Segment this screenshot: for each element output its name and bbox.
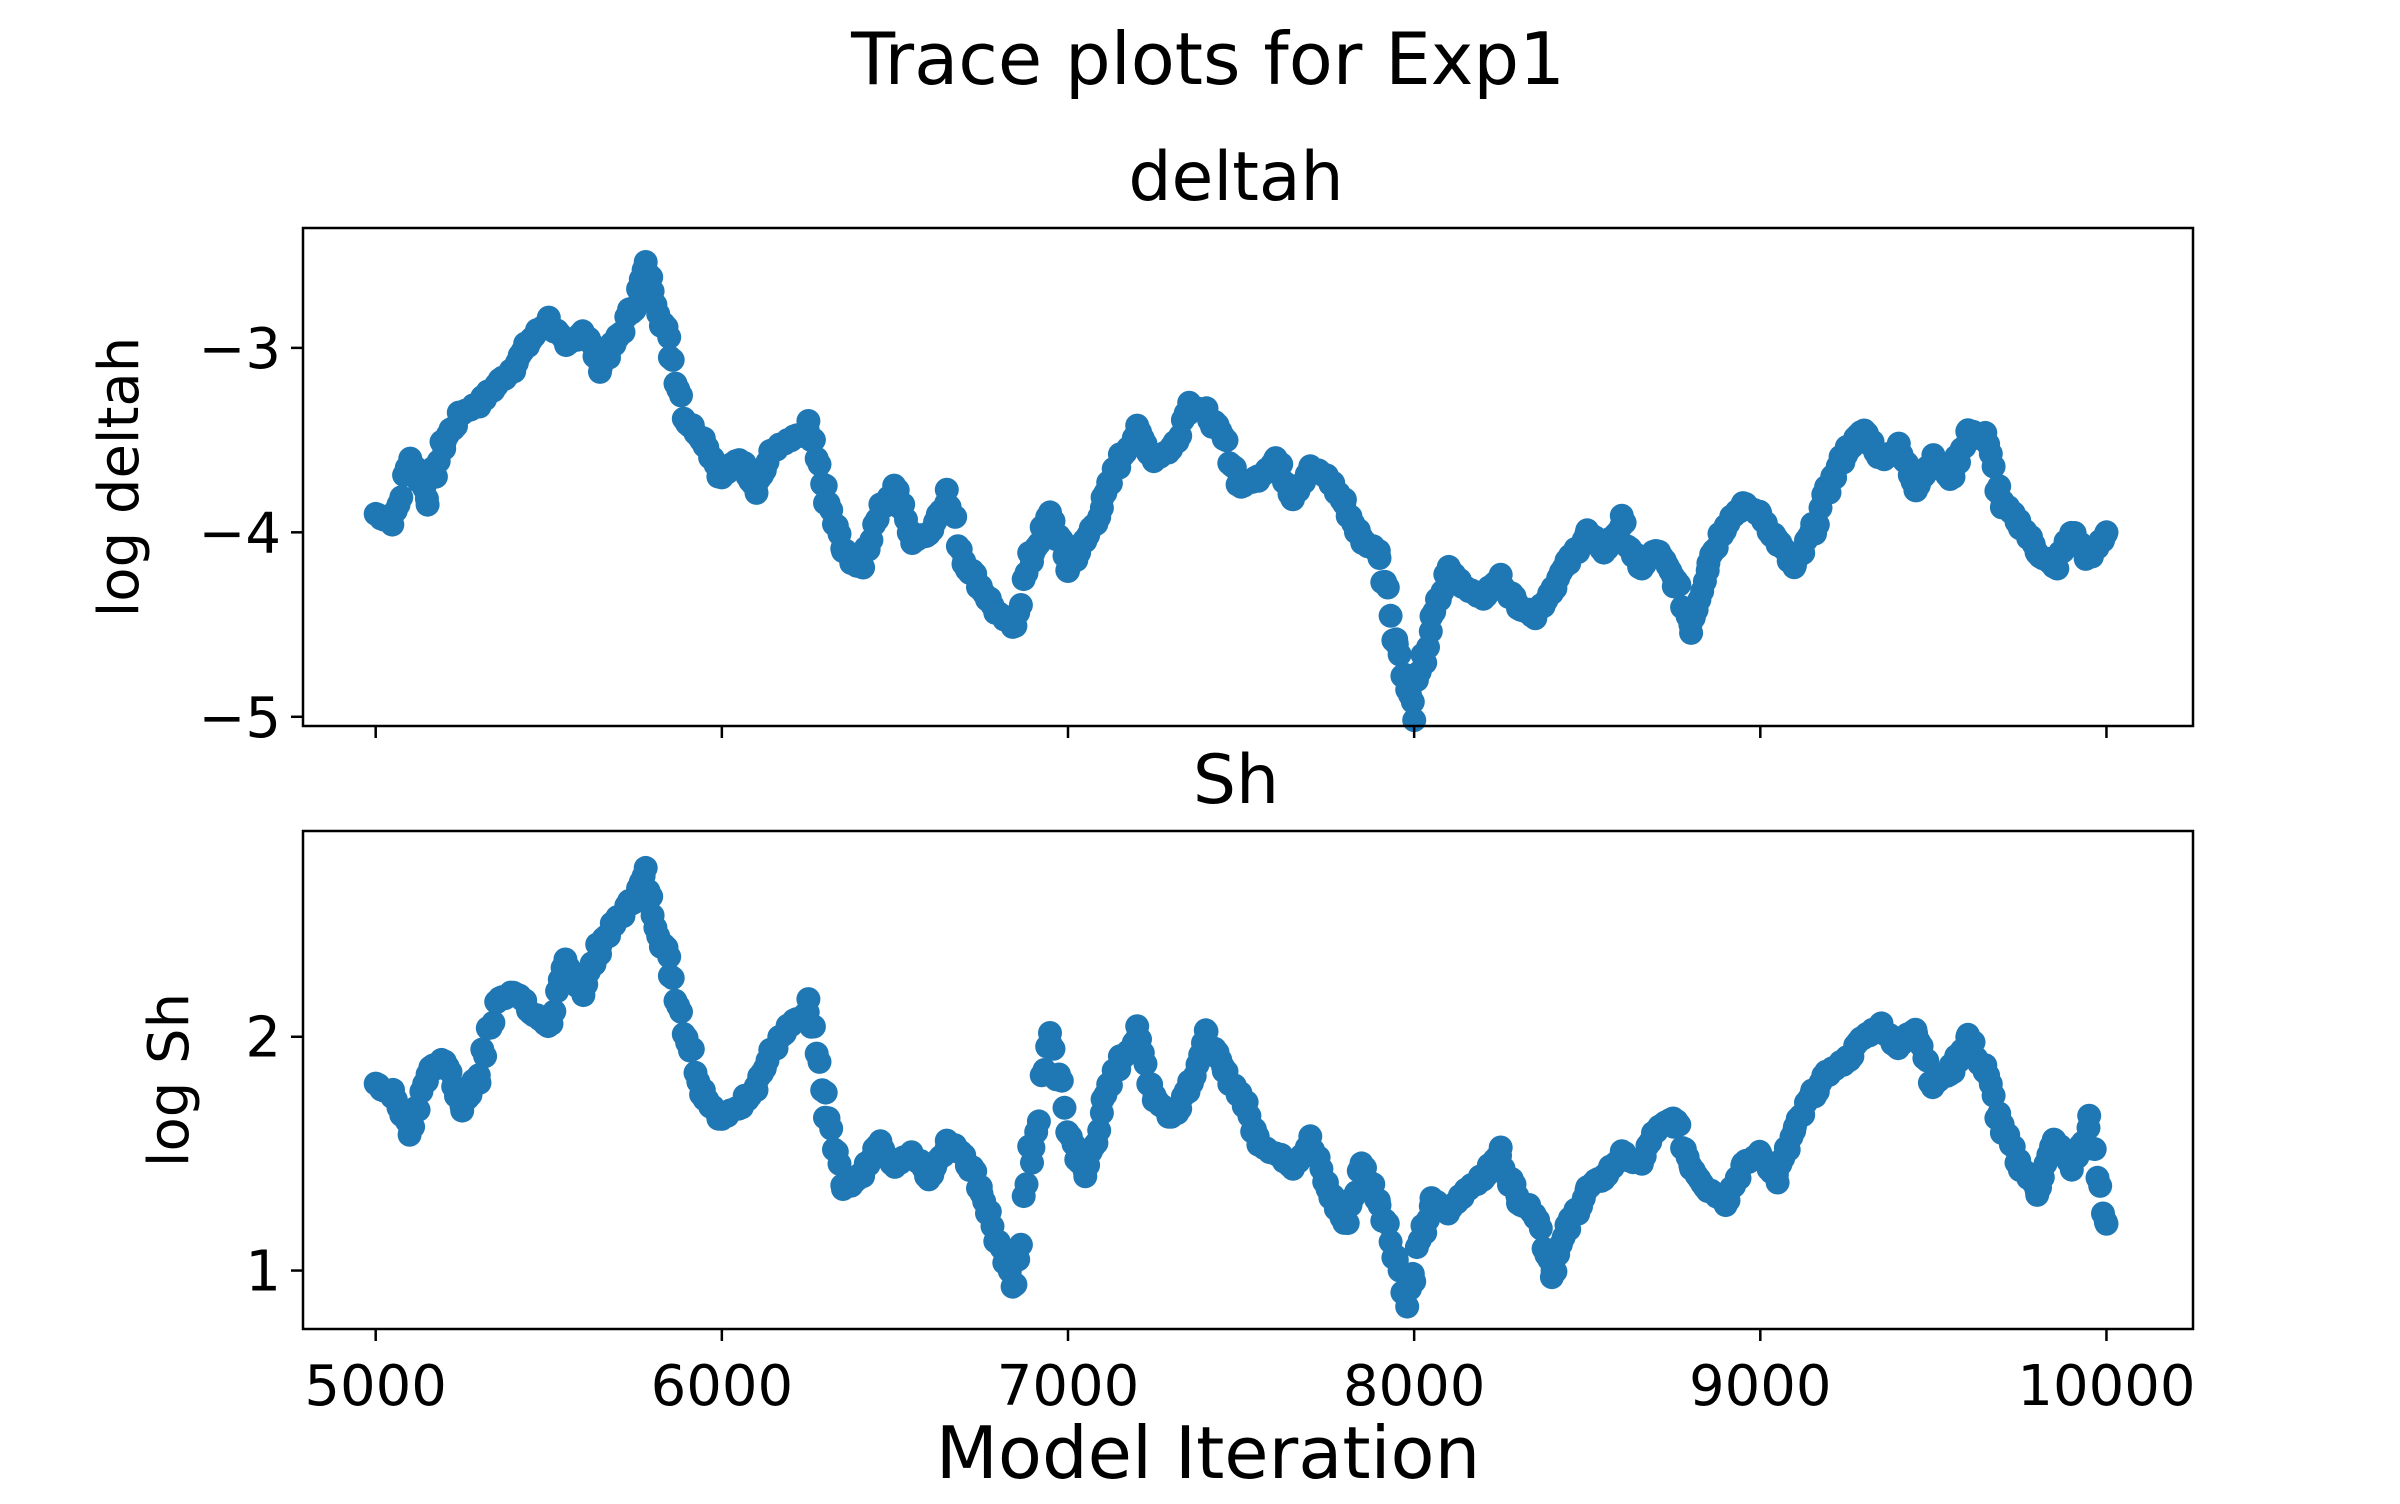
data-point xyxy=(669,383,693,408)
data-point xyxy=(473,1044,498,1069)
data-point xyxy=(801,427,826,452)
data-point xyxy=(389,485,414,510)
data-point xyxy=(639,884,664,909)
data-point xyxy=(801,1014,826,1039)
data-series xyxy=(363,250,2119,733)
data-point xyxy=(1049,1068,1074,1093)
subplot-title: Sh xyxy=(1193,741,1279,820)
panel-sh: Sh log Sh 5000 6000 7000 8000 9000 10000 1 2 xyxy=(137,741,2196,1419)
data-point xyxy=(1378,603,1403,628)
y-tick-label: −4 xyxy=(198,501,281,566)
data-point xyxy=(633,855,658,880)
data-point xyxy=(851,555,876,580)
x-tick-label: 8000 xyxy=(1343,1354,1486,1419)
data-point xyxy=(669,999,693,1024)
y-tick-label: 1 xyxy=(245,1240,281,1305)
data-point xyxy=(1667,1112,1692,1137)
panel-deltah: deltah log deltah −5 −4 −3 xyxy=(87,138,2195,751)
data-point xyxy=(680,1037,705,1061)
data-point xyxy=(415,492,440,517)
data-point xyxy=(1269,452,1294,477)
data-point xyxy=(1014,1172,1039,1197)
data-point xyxy=(481,1010,506,1035)
data-point xyxy=(1133,1051,1158,1076)
data-point xyxy=(660,347,685,372)
data-point xyxy=(796,987,821,1012)
data-point xyxy=(1402,1269,1427,1294)
figure-title: Trace plots for Exp1 xyxy=(850,17,1565,101)
axes-frame xyxy=(301,226,2195,728)
data-point xyxy=(1003,1272,1028,1297)
data-point xyxy=(1375,1211,1400,1236)
data-point xyxy=(1008,1232,1033,1257)
data-point xyxy=(1528,1216,1553,1241)
data-point xyxy=(1041,1036,1066,1061)
data-point xyxy=(819,1116,844,1141)
data-point xyxy=(807,452,832,477)
data-point xyxy=(1367,546,1392,570)
data-point xyxy=(657,325,682,350)
data-point xyxy=(1667,572,1692,597)
x-tick-label: 9000 xyxy=(1689,1354,1832,1419)
y-tick-label: −3 xyxy=(198,317,281,382)
y-tick-label: −5 xyxy=(198,686,281,751)
data-series xyxy=(363,855,2119,1319)
data-point xyxy=(2082,1137,2107,1162)
data-point xyxy=(660,966,685,990)
data-point xyxy=(943,504,968,529)
data-point xyxy=(1026,1109,1051,1134)
data-point xyxy=(467,1070,492,1095)
data-point xyxy=(1375,575,1400,600)
data-point xyxy=(623,294,648,319)
data-point xyxy=(2094,1211,2119,1236)
data-point xyxy=(1214,428,1239,453)
x-tick-label: 6000 xyxy=(651,1354,794,1419)
data-point xyxy=(2077,1103,2102,1128)
data-point xyxy=(1981,454,2006,479)
data-point xyxy=(2088,1173,2113,1198)
x-tick-label: 10000 xyxy=(2017,1354,2195,1419)
data-point xyxy=(827,1151,852,1176)
y-axis-label: log deltah xyxy=(87,337,152,618)
data-point xyxy=(1765,1170,1790,1195)
data-point xyxy=(796,409,821,433)
subplot-title: deltah xyxy=(1128,138,1343,217)
y-tick-label: 2 xyxy=(245,1006,281,1071)
x-tick-label: 5000 xyxy=(304,1354,447,1419)
y-axis-label: log Sh xyxy=(137,993,202,1167)
data-point xyxy=(542,999,567,1024)
data-point xyxy=(1915,1048,1940,1073)
data-point xyxy=(1612,510,1637,535)
data-point xyxy=(1335,1211,1360,1236)
data-point xyxy=(1400,689,1425,714)
data-point xyxy=(807,1049,832,1074)
data-point xyxy=(813,1080,838,1105)
data-point xyxy=(1387,642,1412,667)
data-point xyxy=(657,944,682,969)
data-point xyxy=(1488,1135,1513,1160)
axes-frame xyxy=(301,829,2195,1331)
data-point xyxy=(2094,520,2119,545)
data-point xyxy=(1395,1294,1420,1319)
data-point xyxy=(1052,1095,1077,1120)
figure-xlabel: Model Iteration xyxy=(936,1411,1480,1495)
data-point xyxy=(406,1097,431,1122)
data-point xyxy=(1008,593,1033,617)
x-tick-label: 7000 xyxy=(997,1354,1140,1419)
